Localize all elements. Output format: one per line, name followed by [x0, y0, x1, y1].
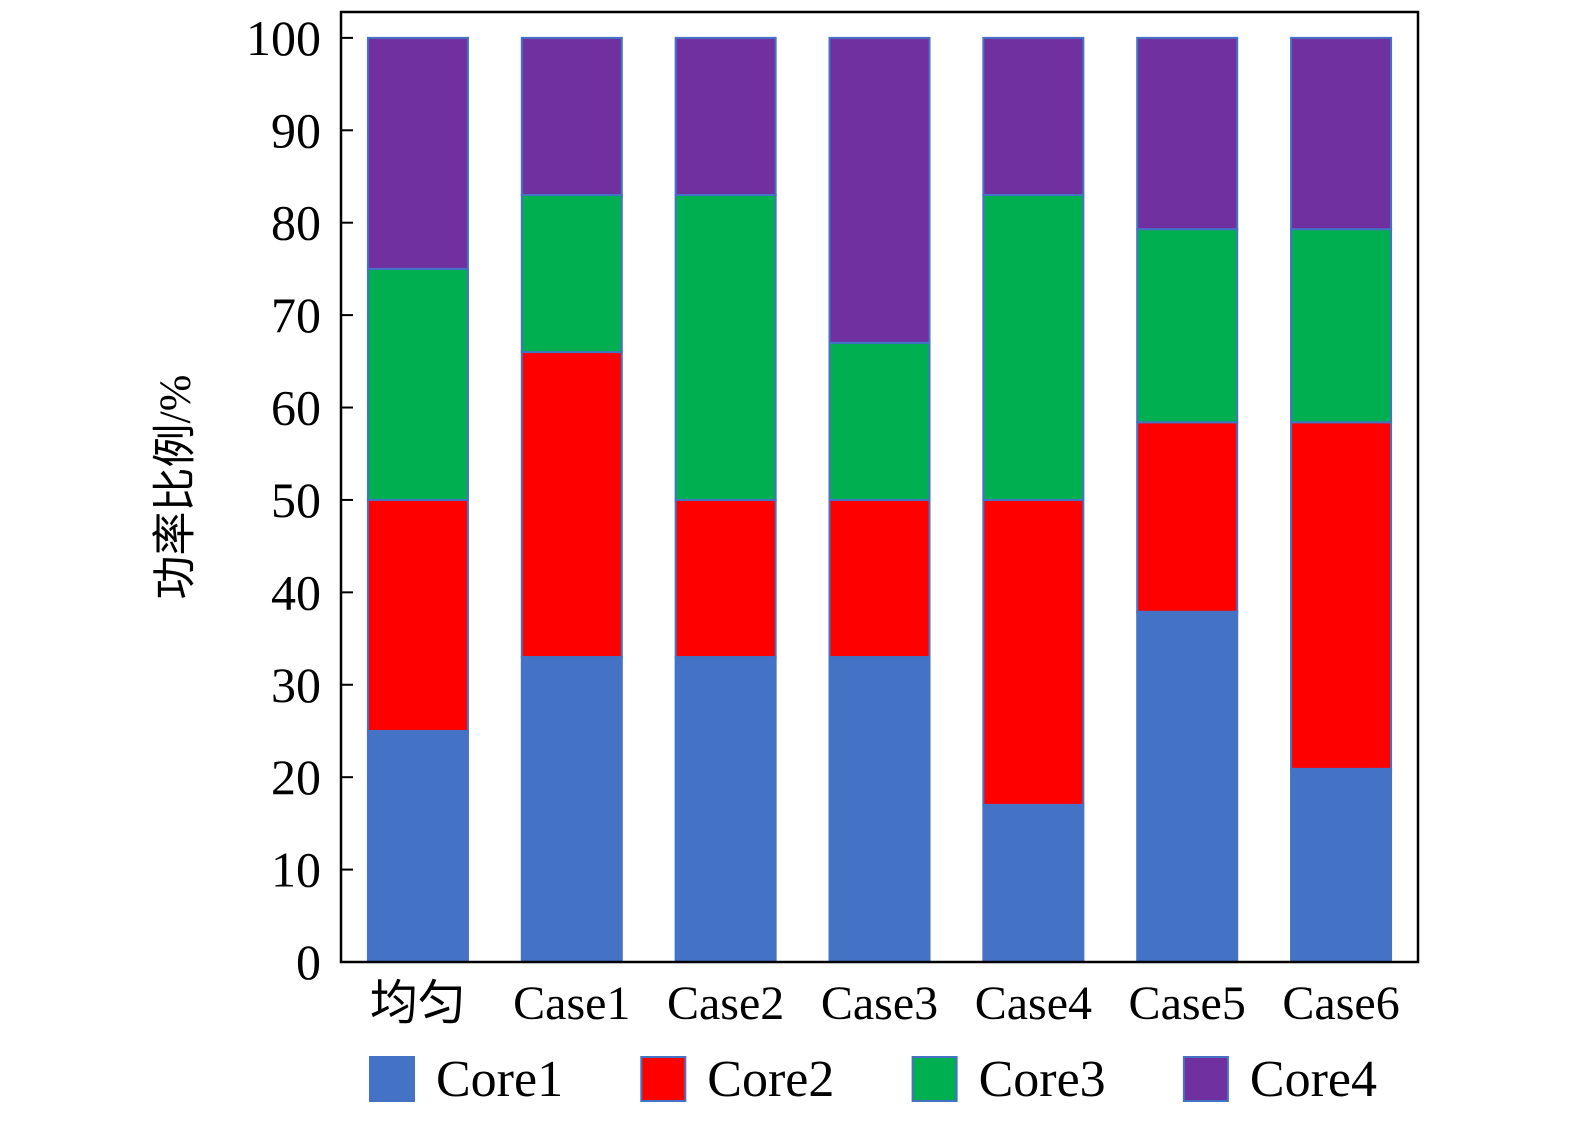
legend-label: Core2 — [707, 1051, 834, 1108]
bar-segment-core1-3 — [674, 656, 777, 963]
bar-segment-core3-1 — [366, 267, 469, 501]
bar-segment-core4-5 — [982, 36, 1085, 196]
bar-segment-core2-6 — [1136, 421, 1239, 613]
x-tick-label: Case4 — [975, 977, 1092, 1030]
bar-segment-core2-1 — [366, 498, 469, 732]
x-tick-label: Case3 — [821, 977, 938, 1030]
bar-segment-core1-1 — [366, 729, 469, 963]
x-tick-label: Case1 — [513, 977, 630, 1030]
legend-label: Core4 — [1250, 1051, 1377, 1108]
bar-segment-core4-1 — [366, 36, 469, 270]
bar-segment-core1-5 — [982, 803, 1085, 964]
bar-segment-core2-4 — [828, 498, 931, 659]
legend-item-core3: Core3 — [911, 1051, 1106, 1108]
bar-segment-core3-5 — [982, 193, 1085, 501]
legend-swatch — [911, 1056, 958, 1102]
bar-segment-core3-7 — [1290, 228, 1393, 424]
x-tick-label: Case2 — [667, 977, 784, 1030]
bar-segment-core3-2 — [520, 193, 623, 354]
y-tick-label: 40 — [271, 564, 321, 620]
bars — [366, 36, 1393, 964]
bar-segment-core4-3 — [674, 36, 777, 196]
legend-item-core4: Core4 — [1182, 1051, 1377, 1108]
y-axis: 0 10 20 30 40 50 60 70 80 90 100 — [246, 10, 353, 990]
legend-swatch — [369, 1056, 415, 1102]
y-tick-label: 50 — [271, 472, 321, 528]
y-tick-label: 90 — [271, 102, 321, 158]
bar-segment-core3-4 — [828, 341, 931, 501]
bar-segment-core2-7 — [1290, 421, 1393, 770]
x-tick-label: 均匀 — [370, 977, 466, 1030]
bar-segment-core1-4 — [828, 656, 931, 963]
bar-segment-core1-7 — [1290, 767, 1393, 963]
bar-segment-core2-5 — [982, 498, 1085, 806]
y-tick-label: 70 — [271, 287, 321, 343]
y-tick-label: 10 — [271, 842, 321, 898]
bar-segment-core2-2 — [520, 351, 623, 659]
x-tick-label: Case6 — [1282, 977, 1399, 1030]
bar-segment-core4-6 — [1136, 36, 1239, 231]
bar-segment-core1-6 — [1136, 610, 1239, 963]
legend-label: Core3 — [979, 1051, 1106, 1108]
bar-segment-core1-2 — [520, 656, 623, 963]
legend-swatch — [1182, 1056, 1229, 1102]
legend: Core1 Core2 Core3 Core4 — [369, 1051, 1377, 1108]
y-tick-label: 80 — [271, 195, 321, 251]
legend-label: Core1 — [436, 1051, 563, 1108]
y-tick-label: 30 — [271, 657, 321, 713]
y-tick-label: 60 — [271, 380, 321, 436]
bar-segment-core3-6 — [1136, 228, 1239, 424]
y-tick-label: 100 — [246, 10, 321, 66]
bar-segment-core4-7 — [1290, 36, 1393, 231]
legend-item-core1: Core1 — [369, 1051, 563, 1108]
y-tick-label: 0 — [296, 934, 321, 990]
bar-segment-core4-4 — [828, 36, 931, 344]
x-axis: 均匀 Case1 Case2 Case3 Case4 Case5 Case6 — [370, 977, 1400, 1030]
bar-segment-core3-3 — [674, 193, 777, 501]
bar-segment-core4-2 — [520, 36, 623, 196]
y-tick-label: 20 — [271, 749, 321, 805]
x-tick-label: Case5 — [1129, 977, 1246, 1030]
plot-frame — [339, 10, 1420, 964]
y-axis-label: 功率比例/% — [151, 375, 200, 600]
bar-segment-core2-3 — [674, 498, 777, 659]
legend-item-core2: Core2 — [640, 1051, 834, 1108]
legend-swatch — [640, 1056, 687, 1102]
